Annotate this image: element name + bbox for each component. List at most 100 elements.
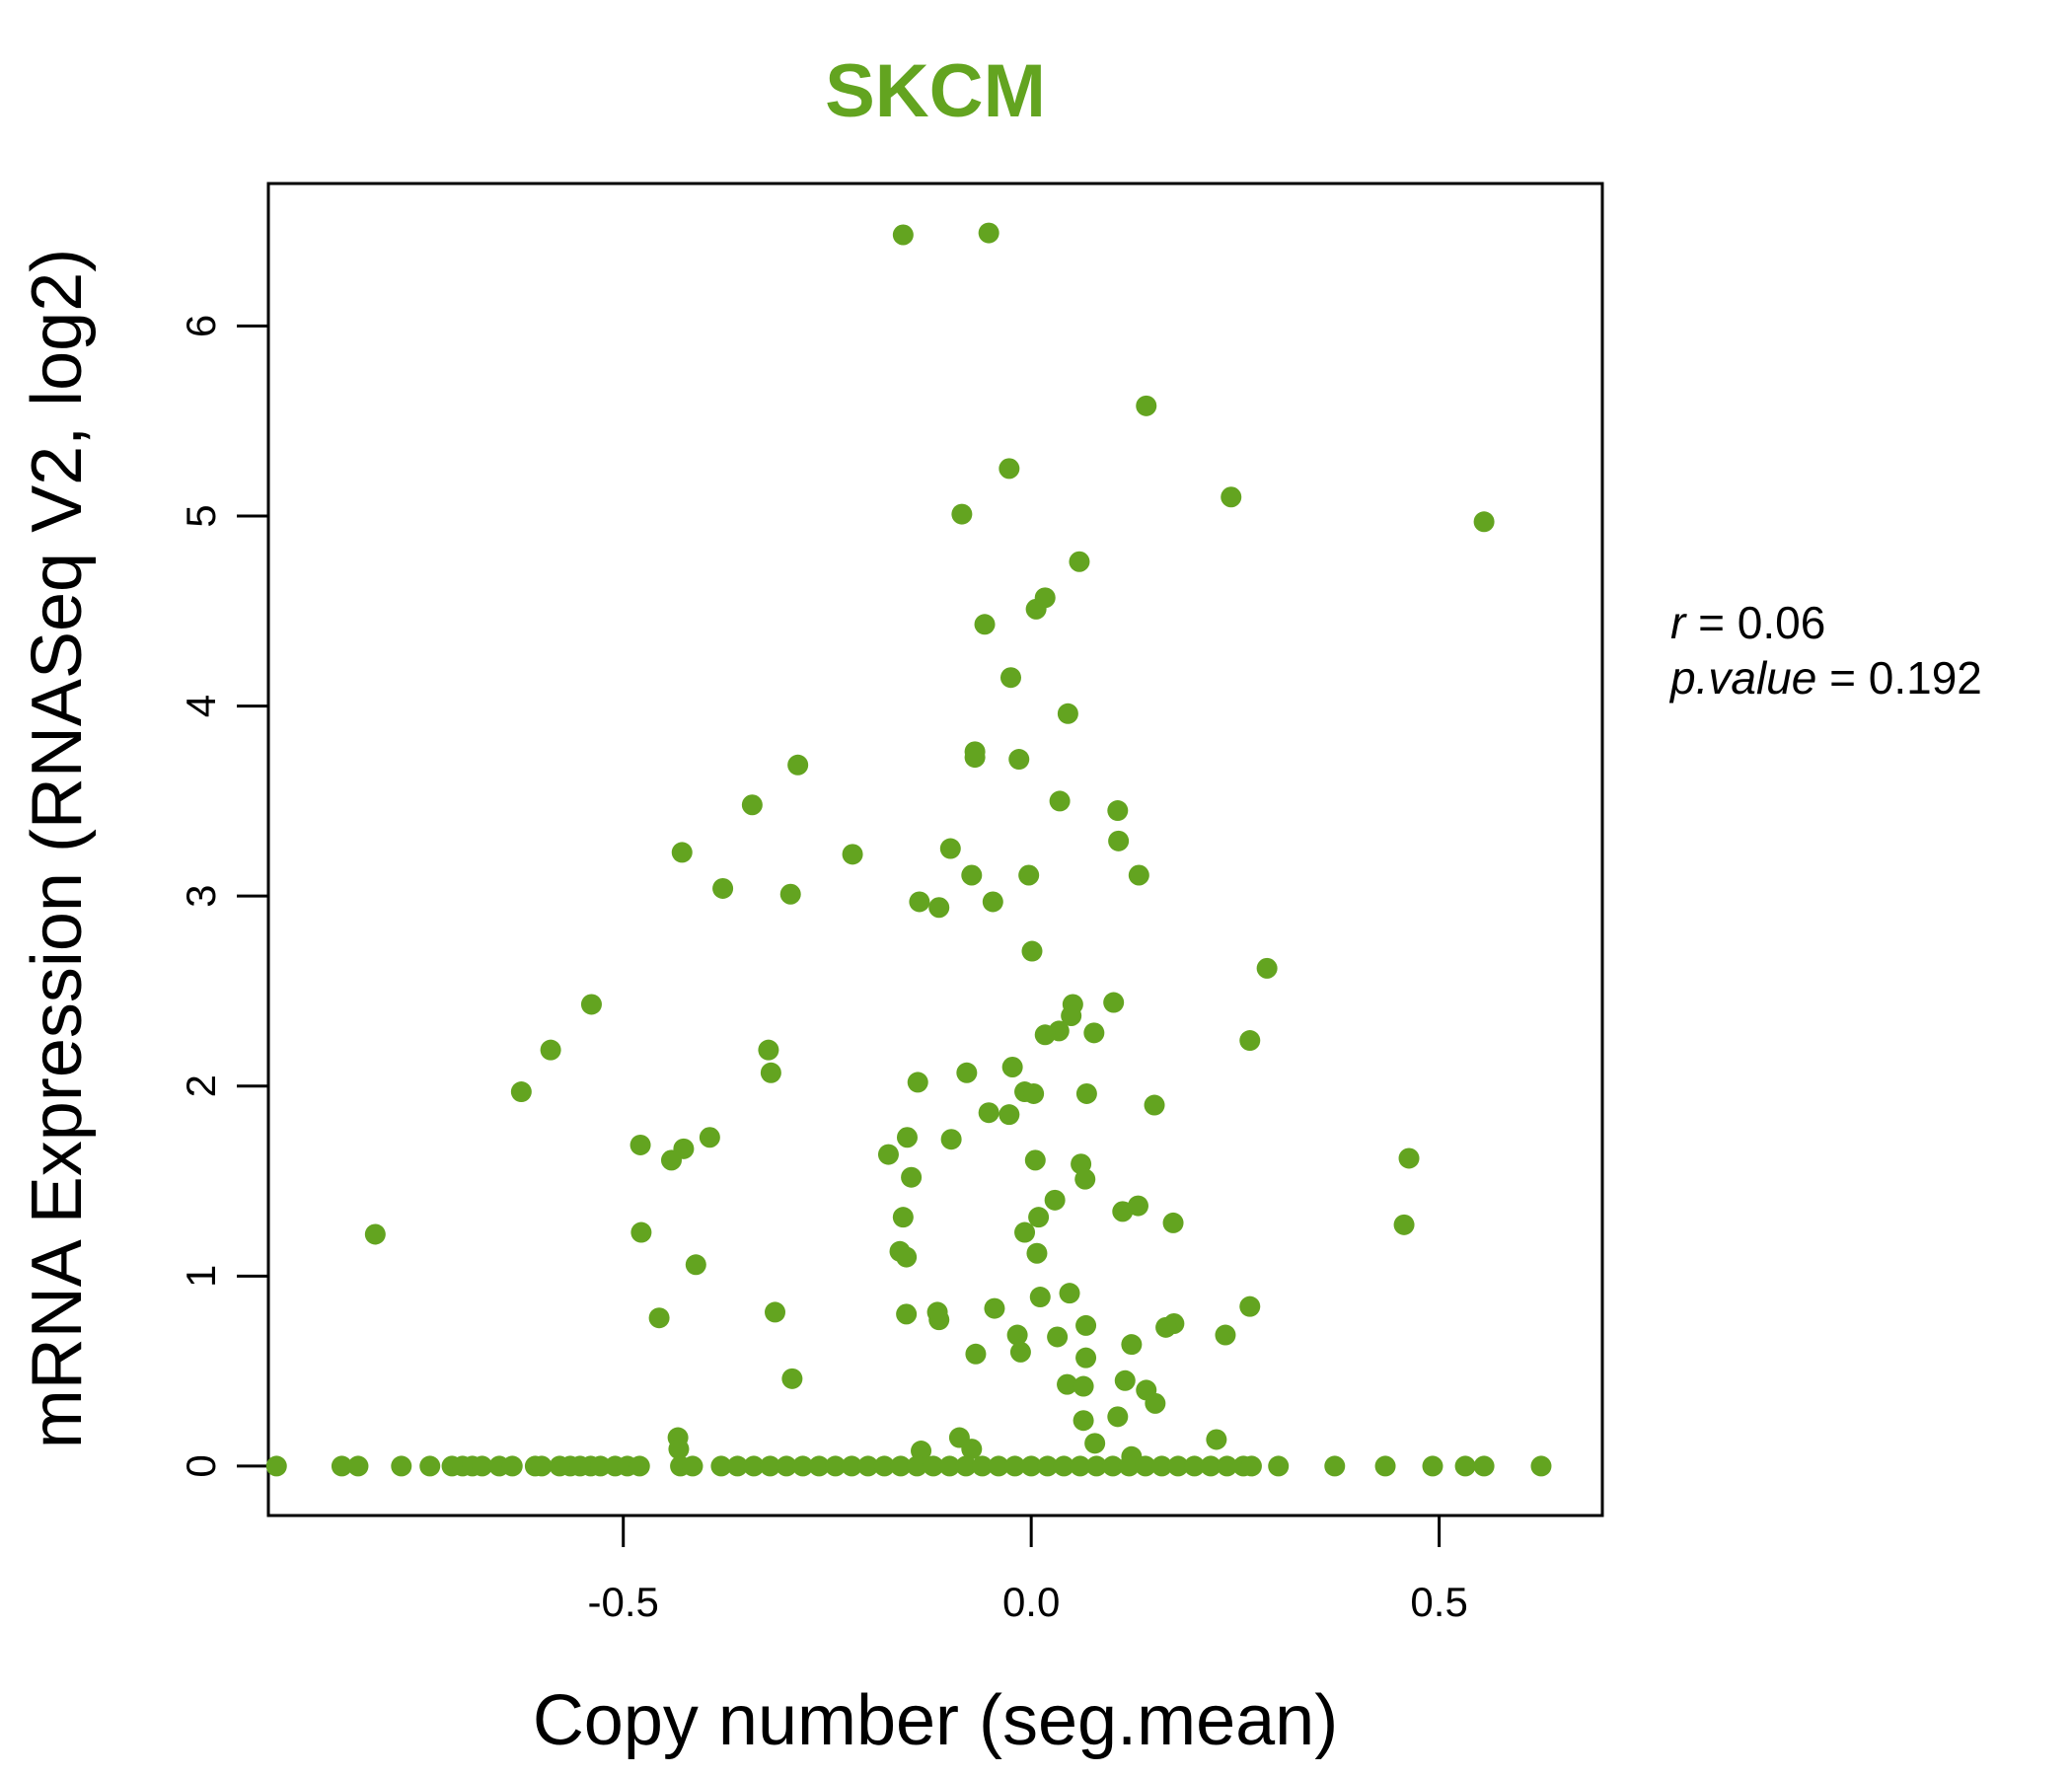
data-point: [792, 1455, 814, 1477]
data-point: [982, 891, 1003, 913]
x-tick-label: -0.5: [588, 1579, 659, 1625]
data-point: [896, 1246, 918, 1268]
data-point: [1118, 1455, 1140, 1477]
data-point: [710, 1455, 732, 1477]
data-point: [1004, 1455, 1026, 1477]
data-point: [347, 1455, 369, 1477]
data-points: [265, 222, 1552, 1477]
data-point: [1075, 1314, 1097, 1336]
data-point: [1075, 1347, 1097, 1369]
data-point: [1108, 830, 1130, 851]
data-point: [712, 877, 734, 899]
data-point: [1028, 1207, 1050, 1228]
data-point: [781, 1368, 803, 1389]
data-point: [1009, 1341, 1031, 1363]
data-point: [1393, 1214, 1415, 1235]
data-point: [1059, 1283, 1080, 1304]
data-point: [629, 1455, 650, 1477]
data-point: [1374, 1455, 1396, 1477]
data-point: [1083, 1022, 1105, 1044]
p-value: 0.192: [1869, 652, 1982, 703]
data-point: [951, 503, 973, 525]
data-point: [331, 1455, 352, 1477]
data-point: [1256, 957, 1278, 979]
data-point: [1037, 1455, 1059, 1477]
data-point: [999, 1104, 1020, 1126]
data-point: [391, 1455, 412, 1477]
data-point: [630, 1221, 652, 1243]
data-point: [1026, 1242, 1048, 1264]
data-point: [808, 1455, 830, 1477]
data-point: [1061, 1005, 1082, 1027]
data-point: [1136, 395, 1157, 416]
data-point: [978, 1102, 999, 1124]
data-point: [590, 1455, 612, 1477]
data-point: [765, 1301, 786, 1323]
data-point: [1530, 1455, 1552, 1477]
data-point: [938, 1455, 960, 1477]
data-point: [1150, 1455, 1172, 1477]
y-tick-label: 1: [178, 1265, 224, 1288]
data-point: [1069, 551, 1090, 572]
data-point: [890, 1455, 912, 1477]
data-point: [873, 1455, 895, 1477]
data-point: [842, 844, 863, 865]
data-point: [1454, 1455, 1476, 1477]
data-point: [685, 1254, 706, 1276]
data-point: [1053, 1455, 1074, 1477]
data-point: [1200, 1455, 1221, 1477]
x-axis: -0.5 0.0 0.5: [588, 1516, 1468, 1625]
data-point: [760, 1062, 781, 1083]
data-point: [965, 1343, 987, 1365]
data-point: [1221, 486, 1242, 508]
data-point: [955, 1455, 977, 1477]
data-point: [779, 883, 801, 905]
data-point: [1057, 703, 1078, 724]
data-point: [364, 1223, 386, 1245]
data-point: [531, 1455, 553, 1477]
data-point: [1024, 1149, 1046, 1171]
data-point: [909, 891, 930, 913]
data-point: [1240, 1455, 1262, 1477]
data-point: [726, 1455, 748, 1477]
data-point: [1114, 1369, 1136, 1391]
data-point: [1162, 1212, 1184, 1233]
y-tick-label: 3: [178, 885, 224, 908]
data-point: [1057, 1373, 1078, 1395]
y-tick-label: 6: [178, 315, 224, 337]
data-point: [776, 1455, 797, 1477]
data-point: [1047, 1326, 1069, 1348]
data-point: [939, 838, 961, 859]
p-label: p.value: [1668, 652, 1816, 703]
data-point: [896, 1303, 918, 1325]
data-point: [928, 897, 950, 919]
data-point: [841, 1455, 862, 1477]
data-point: [1021, 940, 1043, 962]
data-point: [907, 1072, 928, 1093]
data-point: [892, 224, 914, 246]
data-point: [758, 1039, 779, 1061]
data-point: [940, 1129, 962, 1150]
data-point: [1473, 1455, 1495, 1477]
data-point: [1006, 1324, 1028, 1346]
r-equals: =: [1698, 597, 1738, 648]
data-point: [629, 1134, 651, 1155]
data-point: [510, 1081, 532, 1103]
data-point: [1422, 1455, 1443, 1477]
data-point: [1144, 1094, 1165, 1116]
data-point: [1084, 1433, 1106, 1454]
data-point: [1014, 1221, 1036, 1243]
data-point: [1135, 1455, 1156, 1477]
data-point: [857, 1455, 879, 1477]
data-point: [961, 864, 983, 886]
data-point: [896, 1127, 918, 1148]
p-equals: =: [1829, 652, 1869, 703]
data-point: [1121, 1334, 1143, 1356]
data-point: [1145, 1392, 1166, 1414]
data-point: [1008, 749, 1030, 771]
plot-frame: [266, 182, 1604, 1517]
data-point: [1075, 1082, 1097, 1104]
data-point: [741, 794, 763, 816]
data-point: [974, 614, 996, 635]
